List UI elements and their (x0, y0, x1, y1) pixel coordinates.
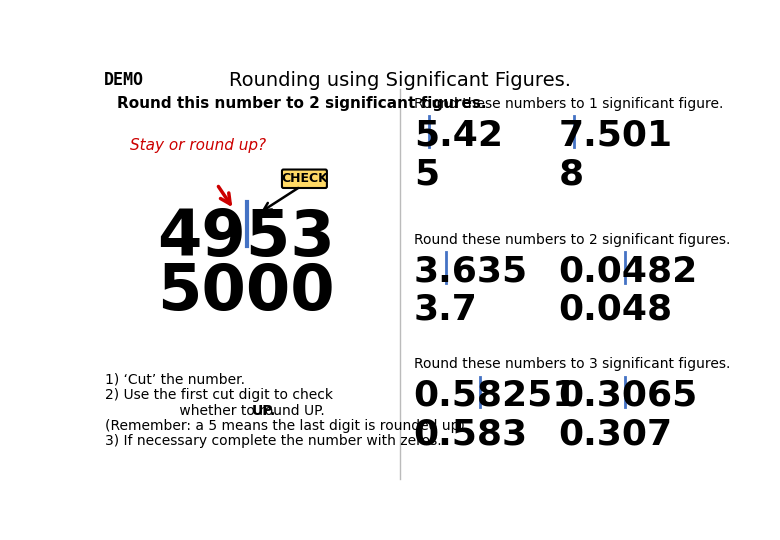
Text: 5: 5 (413, 157, 439, 191)
Text: 1) ‘Cut’ the number.: 1) ‘Cut’ the number. (105, 373, 245, 387)
Text: 3.7: 3.7 (413, 293, 477, 327)
Text: 0.3065: 0.3065 (558, 379, 698, 413)
Text: 3.635: 3.635 (413, 254, 528, 288)
Text: 0.58251: 0.58251 (413, 379, 578, 413)
Text: UP.: UP. (251, 403, 276, 417)
Text: Round these numbers to 3 significant figures.: Round these numbers to 3 significant fig… (413, 357, 730, 372)
Text: Round these numbers to 2 significant figures.: Round these numbers to 2 significant fig… (413, 233, 730, 247)
Text: whether to round UP.: whether to round UP. (105, 403, 325, 417)
Text: 0.048: 0.048 (558, 293, 672, 327)
Text: Rounding using Significant Figures.: Rounding using Significant Figures. (229, 71, 571, 90)
Text: 2) Use the first cut digit to check: 2) Use the first cut digit to check (105, 388, 333, 402)
Text: 0.583: 0.583 (413, 417, 528, 451)
Text: 4953: 4953 (158, 207, 335, 269)
Text: 3) If necessary complete the number with zeros.: 3) If necessary complete the number with… (105, 434, 442, 448)
Text: 0.0482: 0.0482 (558, 254, 698, 288)
Text: CHECK: CHECK (281, 172, 328, 185)
FancyBboxPatch shape (282, 170, 327, 188)
Text: 5.42: 5.42 (413, 119, 502, 153)
Text: 5000: 5000 (158, 261, 335, 323)
Text: 0.307: 0.307 (558, 417, 672, 451)
Text: 7.501: 7.501 (558, 119, 672, 153)
Text: DEMO: DEMO (104, 71, 144, 89)
Text: 8: 8 (558, 157, 583, 191)
Text: Round this number to 2 significant figures.: Round this number to 2 significant figur… (117, 96, 487, 111)
Text: Stay or round up?: Stay or round up? (130, 138, 266, 153)
Text: (Remember: a 5 means the last digit is rounded up): (Remember: a 5 means the last digit is r… (105, 419, 465, 433)
Text: Round these numbers to 1 significant figure.: Round these numbers to 1 significant fig… (413, 97, 723, 111)
